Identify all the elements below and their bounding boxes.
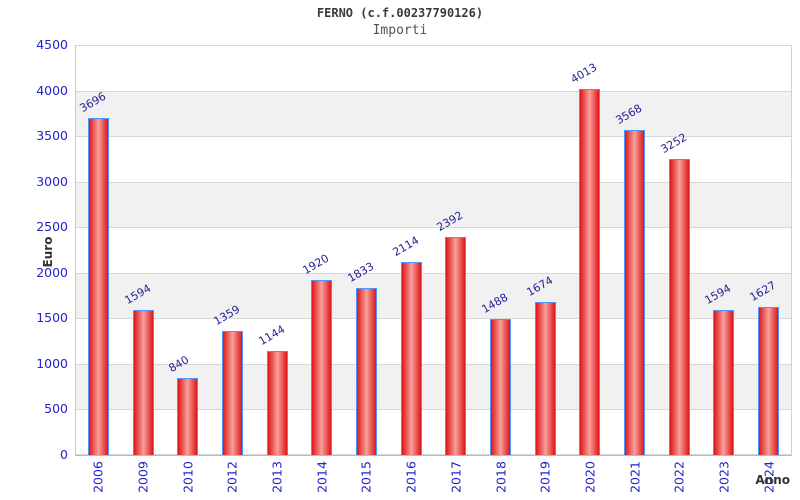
bar xyxy=(624,129,646,455)
plot-band xyxy=(76,90,791,137)
bar xyxy=(355,288,377,455)
bar xyxy=(490,319,512,455)
x-tick-label: 2018 xyxy=(493,461,509,493)
bar xyxy=(534,302,556,455)
chart-title: FERNO (c.f.00237790126) xyxy=(316,6,484,20)
gridline xyxy=(76,272,791,274)
bar xyxy=(87,118,109,455)
gridline xyxy=(76,45,791,46)
y-tick-label: 2500 xyxy=(36,219,68,235)
x-tick-label: 2013 xyxy=(269,461,285,493)
bar xyxy=(713,309,735,455)
gridline xyxy=(76,363,791,365)
y-tick-label: 500 xyxy=(44,401,68,417)
bar xyxy=(132,309,154,455)
plot-area: 3696 1594 840 1359 1144 1920 1833 2114 2392 1488 1… xyxy=(75,45,792,456)
y-tick-label: 3000 xyxy=(36,173,68,189)
x-tick-label: 2014 xyxy=(314,461,330,493)
x-tick-label: 2010 xyxy=(180,461,196,493)
x-tick-label: 2015 xyxy=(358,461,374,493)
x-tick-label: 2021 xyxy=(627,461,643,493)
x-tick-label: 2020 xyxy=(582,461,598,493)
x-tick-label: 2022 xyxy=(671,461,687,493)
y-tick-label: 1500 xyxy=(36,310,68,326)
y-tick-label: 4000 xyxy=(36,82,68,98)
bar xyxy=(221,331,243,455)
bar xyxy=(758,306,780,455)
bar xyxy=(579,89,601,455)
gridline xyxy=(76,409,791,411)
bar xyxy=(445,237,467,455)
gridline xyxy=(76,181,791,183)
bar xyxy=(668,158,690,455)
chart-header: FERNO (c.f.00237790126) Importi xyxy=(0,6,800,38)
y-tick-label: 4500 xyxy=(36,37,68,52)
gridline xyxy=(76,227,791,229)
gridline xyxy=(76,136,791,138)
gridline xyxy=(76,454,791,455)
x-tick-label: 2019 xyxy=(537,461,553,493)
chart-subtitle: Importi xyxy=(372,23,428,38)
y-tick-label: 2000 xyxy=(36,264,68,280)
x-tick-label: 2017 xyxy=(448,461,464,493)
x-axis-title: Anno xyxy=(755,473,790,487)
x-tick-label: 2009 xyxy=(135,461,151,493)
x-tick-label: 2006 xyxy=(90,461,106,493)
bar xyxy=(400,262,422,455)
y-tick-label: 3500 xyxy=(36,128,68,144)
bar xyxy=(311,280,333,455)
bar xyxy=(177,378,199,455)
x-tick-label: 2023 xyxy=(716,461,732,493)
x-tick-label: 2016 xyxy=(403,461,419,493)
y-tick-label: 1000 xyxy=(36,355,68,371)
x-tick-label: 2012 xyxy=(224,461,240,493)
plot-band xyxy=(76,45,791,91)
gridline xyxy=(76,90,791,92)
gridline xyxy=(76,318,791,320)
y-tick-label: 0 xyxy=(60,447,68,462)
bar xyxy=(266,350,288,455)
